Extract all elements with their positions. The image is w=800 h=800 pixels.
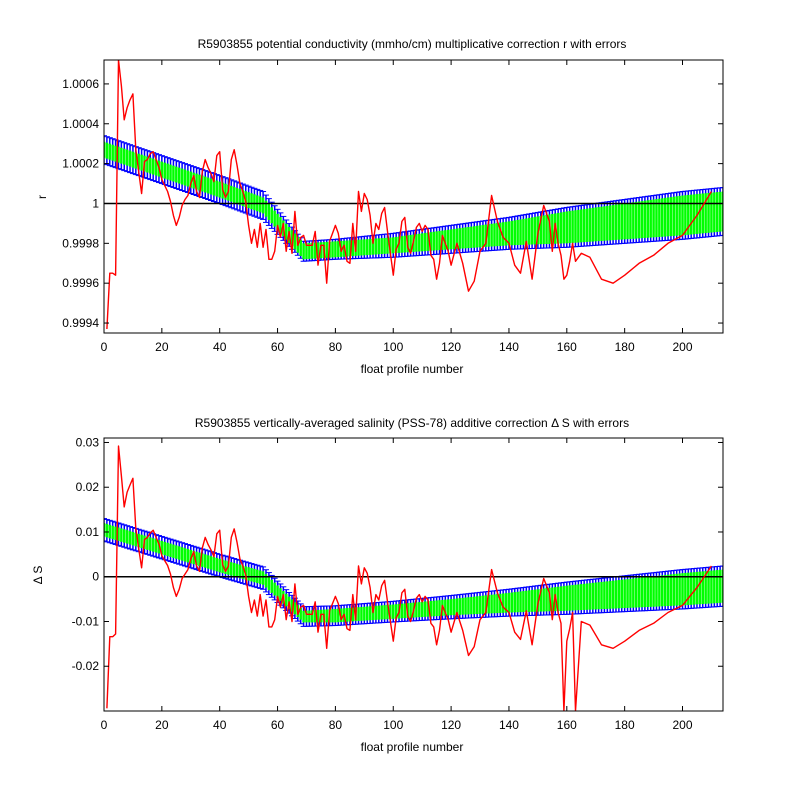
x-tick-label: 180	[615, 340, 635, 354]
x-tick-label: 160	[557, 718, 577, 732]
x-tick-label: 100	[383, 718, 403, 732]
axis-ticks: 0 20 40 60 80 100 120 140 160 180 200 -0.02 -0.01 0 0.…	[72, 435, 723, 732]
x-tick-label: 0	[101, 718, 108, 732]
plot-area	[104, 445, 723, 711]
x-tick-label: 100	[383, 340, 403, 354]
x-tick-label: 160	[557, 340, 577, 354]
plot-content	[104, 445, 723, 711]
y-tick-label: 1.0006	[62, 77, 99, 91]
x-tick-label: 40	[213, 340, 227, 354]
y-tick-label: 0.9994	[62, 316, 99, 330]
series-line	[106, 445, 712, 711]
conductivity-correction-chart: R5903855 potential conductivity (mmho/cm…	[35, 37, 724, 376]
x-tick-label: 20	[155, 340, 169, 354]
plot-frame	[103, 59, 724, 334]
y-tick-label: 1	[92, 196, 99, 210]
chart-title: R5903855 potential conductivity (mmho/cm…	[198, 37, 627, 51]
y-tick-label: 0	[92, 570, 99, 584]
y-axis-label: r	[35, 195, 49, 199]
x-tick-label: 80	[329, 718, 343, 732]
plot-area	[104, 60, 723, 330]
plot-content	[104, 60, 723, 330]
y-tick-label: -0.01	[72, 614, 100, 628]
plot-frame	[103, 437, 724, 712]
y-axis-label: Δ S	[31, 566, 45, 585]
x-axis-label: float profile number	[361, 740, 464, 754]
x-axis-label: float profile number	[361, 362, 464, 376]
x-tick-label: 20	[155, 718, 169, 732]
axis-ticks: 0 20 40 60 80 100 120 140 160 180 200 0.9994 0.9996 0…	[62, 60, 723, 354]
x-tick-label: 200	[672, 340, 692, 354]
y-tick-label: 1.0004	[62, 117, 99, 131]
x-tick-label: 120	[441, 718, 461, 732]
x-tick-label: 40	[213, 718, 227, 732]
x-tick-label: 180	[615, 718, 635, 732]
y-tick-label: 0.03	[76, 435, 100, 449]
x-tick-label: 140	[499, 718, 519, 732]
chart-title: R5903855 vertically-averaged salinity (P…	[195, 416, 629, 430]
x-tick-label: 60	[271, 340, 285, 354]
x-tick-label: 200	[672, 718, 692, 732]
y-tick-label: 0.01	[76, 525, 100, 539]
x-tick-label: 0	[101, 340, 108, 354]
y-tick-label: -0.02	[72, 659, 100, 673]
series-line	[106, 60, 712, 330]
y-tick-label: 0.9998	[62, 236, 99, 250]
x-tick-label: 80	[329, 340, 343, 354]
x-tick-label: 140	[499, 340, 519, 354]
x-tick-label: 60	[271, 718, 285, 732]
y-tick-label: 1.0002	[62, 157, 99, 171]
y-tick-label: 0.02	[76, 480, 100, 494]
salinity-correction-chart: R5903855 vertically-averaged salinity (P…	[31, 416, 724, 754]
y-tick-label: 0.9996	[62, 276, 99, 290]
x-tick-label: 120	[441, 340, 461, 354]
